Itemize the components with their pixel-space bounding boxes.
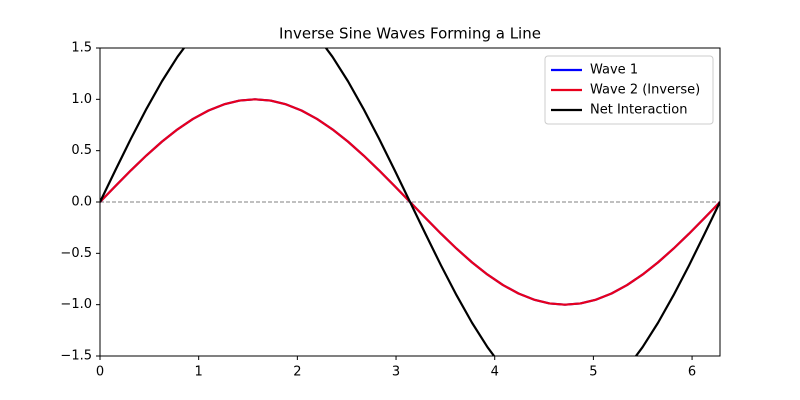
plot-area — [100, 48, 720, 356]
x-tick-label: 5 — [589, 365, 597, 380]
x-tick-label: 1 — [195, 365, 203, 380]
x-tick-label: 0 — [96, 365, 104, 380]
x-tick-label: 6 — [688, 365, 696, 380]
line-series — [100, 48, 720, 356]
x-tick-label: 2 — [293, 365, 301, 380]
y-tick-label: 0.5 — [71, 143, 92, 158]
legend-label: Wave 2 (Inverse) — [590, 83, 700, 98]
x-tick-label: 3 — [392, 365, 400, 380]
y-tick-label: −1.5 — [60, 349, 92, 364]
legend-label: Wave 1 — [590, 63, 638, 78]
y-tick-label: −0.5 — [60, 246, 92, 261]
legend-box — [544, 55, 714, 125]
x-tick-label: 4 — [491, 365, 499, 380]
legend-label: Net Interaction — [590, 103, 687, 118]
y-tick-label: 0.0 — [71, 195, 92, 210]
y-tick-label: −1.0 — [60, 297, 92, 312]
chart-title: Inverse Sine Waves Forming a Line — [279, 25, 541, 43]
axes-frame — [99, 47, 721, 357]
y-tick-label: 1.5 — [71, 41, 92, 56]
y-tick-label: 1.0 — [71, 92, 92, 107]
